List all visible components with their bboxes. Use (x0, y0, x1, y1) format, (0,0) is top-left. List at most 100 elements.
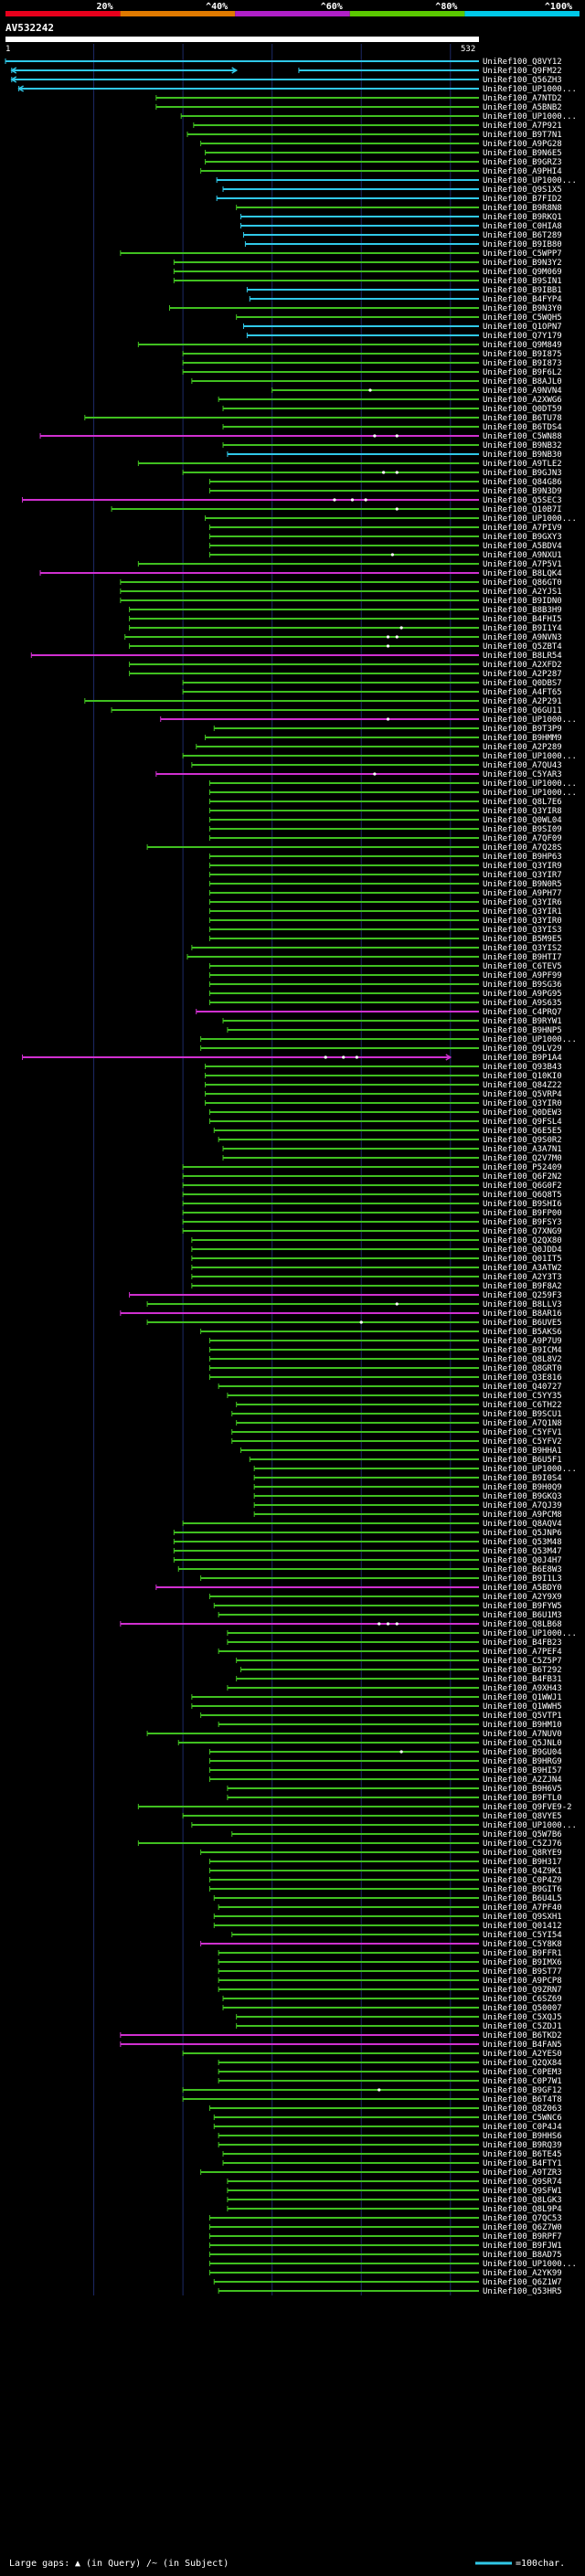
hit-row[interactable]: UniRef100_B9F6L2 (182, 368, 562, 377)
hit-label[interactable]: UniRef100_A2XWG6 (483, 396, 562, 405)
hit-label[interactable]: UniRef100_C6TEV5 (483, 962, 562, 971)
hit-label[interactable]: UniRef100_Q0DT59 (483, 405, 562, 414)
hit-row[interactable]: UniRef100_Q3YIR8 (208, 807, 562, 816)
hit-label[interactable]: UniRef100_Q3YIS3 (483, 926, 562, 935)
hit-row[interactable]: UniRef100_B9T7N1 (186, 131, 562, 140)
hit-row[interactable]: UniRef100_Q93B43 (205, 1063, 562, 1072)
hit-row[interactable]: UniRef100_B9H6V5 (227, 1785, 562, 1794)
hit-label[interactable]: UniRef100_B6U4L5 (483, 1894, 562, 1903)
hit-label[interactable]: UniRef100_B8LR54 (483, 652, 562, 661)
hit-label[interactable]: UniRef100_Q8LGK3 (483, 2196, 562, 2205)
hit-row[interactable]: UniRef100_Q8GRT0 (208, 1364, 562, 1373)
hit-row[interactable]: UniRef100_A9TZR3 (200, 2168, 562, 2178)
hit-row[interactable]: UniRef100_C4PRQ7 (196, 1008, 562, 1017)
hit-label[interactable]: UniRef100_A9S635 (483, 999, 562, 1008)
hit-label[interactable]: UniRef100_A4FT65 (483, 688, 562, 697)
hit-row[interactable]: UniRef100_B9H317 (208, 1858, 562, 1867)
hit-row[interactable]: UniRef100_C5YFV2 (231, 1437, 562, 1447)
hit-row[interactable]: UniRef100_A2Y9X9 (208, 1593, 562, 1602)
hit-label[interactable]: UniRef100_Q0DBS7 (483, 679, 562, 688)
hit-row[interactable]: UniRef100_B9HMM9 (205, 734, 562, 743)
hit-label[interactable]: UniRef100_A7P921 (483, 122, 562, 131)
hit-label[interactable]: UniRef100_A2Y3T3 (483, 1273, 562, 1282)
hit-label[interactable]: UniRef100_C5WNC6 (483, 2114, 562, 2123)
hit-label[interactable]: UniRef100_UP1000... (483, 1465, 577, 1474)
hit-label[interactable]: UniRef100_Q6Q8T5 (483, 1191, 562, 1200)
hit-label[interactable]: UniRef100_B9P1A4 (483, 1054, 562, 1063)
hit-label[interactable]: UniRef100_B6E8W3 (483, 1565, 562, 1574)
hit-label[interactable]: UniRef100_B9R8N8 (483, 204, 562, 213)
hit-row[interactable]: UniRef100_B9H0Q9 (253, 1483, 562, 1492)
hit-label[interactable]: UniRef100_B9ICM4 (483, 1346, 562, 1355)
hit-row[interactable]: UniRef100_B6TKD2 (120, 2031, 562, 2041)
hit-row[interactable]: UniRef100_Q9ZRN7 (218, 1986, 562, 1995)
hit-label[interactable]: UniRef100_UP1000... (483, 112, 577, 122)
hit-row[interactable]: UniRef100_C5Y8K8 (200, 1940, 562, 1949)
hit-row[interactable]: UniRef100_A9PF99 (208, 971, 562, 981)
hit-label[interactable]: UniRef100_Q8GRT0 (483, 1364, 562, 1373)
hit-row[interactable]: UniRef100_A5BNB2 (155, 103, 562, 112)
hit-label[interactable]: UniRef100_Q4Z9K1 (483, 1867, 562, 1876)
hit-row[interactable]: UniRef100_B9HM10 (218, 1721, 562, 1730)
hit-row[interactable]: UniRef100_B9IMX6 (218, 1958, 562, 1967)
hit-row[interactable]: UniRef100_B4FAN5 (120, 2041, 562, 2050)
hit-row[interactable]: UniRef100_A2P291 (84, 697, 562, 706)
hit-label[interactable]: UniRef100_B9GJN3 (483, 469, 562, 478)
hit-row[interactable]: UniRef100_C6SZ69 (222, 1995, 562, 2004)
hit-row[interactable]: UniRef100_C5WQH5 (236, 313, 562, 323)
hit-label[interactable]: UniRef100_A2P289 (483, 743, 562, 752)
hit-row[interactable]: UniRef100_Q7QC53 (208, 2214, 562, 2223)
hit-label[interactable]: UniRef100_B9T7N1 (483, 131, 562, 140)
hit-row[interactable]: UniRef100_Q7XNG9 (182, 1227, 562, 1236)
hit-row[interactable]: UniRef100_A7PEF4 (218, 1648, 562, 1657)
hit-label[interactable]: UniRef100_Q7Y179 (483, 332, 562, 341)
hit-row[interactable]: UniRef100_A2Y3T3 (191, 1273, 562, 1282)
hit-row[interactable]: UniRef100_B9NB32 (222, 441, 562, 451)
hit-row[interactable]: UniRef100_Q40727 (218, 1383, 562, 1392)
hit-row[interactable]: UniRef100_B9SG36 (208, 981, 562, 990)
hit-row[interactable]: UniRef100_B9SHI6 (182, 1200, 562, 1209)
hit-label[interactable]: UniRef100_B8AJL0 (483, 377, 562, 387)
hit-label[interactable]: UniRef100_B9SHI6 (483, 1200, 562, 1209)
hit-row[interactable]: UniRef100_Q2V7M0 (222, 1154, 562, 1163)
hit-label[interactable]: UniRef100_Q6Z1W7 (483, 2278, 562, 2287)
hit-label[interactable]: UniRef100_Q3YIR1 (483, 907, 562, 917)
hit-row[interactable]: UniRef100_B9I0S4 (253, 1474, 562, 1483)
hit-row[interactable]: UniRef100_Q6GU11 (111, 706, 562, 716)
hit-label[interactable]: UniRef100_B9GKQ3 (483, 1492, 562, 1501)
hit-label[interactable]: UniRef100_Q0JDD4 (483, 1246, 562, 1255)
hit-label[interactable]: UniRef100_Q56ZH3 (483, 76, 562, 85)
hit-row[interactable]: UniRef100_B9HHS6 (218, 2132, 562, 2141)
hit-row[interactable]: UniRef100_Q01IT5 (191, 1255, 562, 1264)
hit-row[interactable]: UniRef100_Q8LGK3 (227, 2196, 562, 2205)
hit-label[interactable]: UniRef100_B9HM10 (483, 1721, 562, 1730)
hit-row[interactable]: UniRef100_A5BDV4 (208, 542, 562, 551)
hit-label[interactable]: UniRef100_B9HNP5 (483, 1026, 562, 1035)
hit-label[interactable]: UniRef100_UP1000... (483, 1629, 577, 1638)
hit-label[interactable]: UniRef100_Q8LB68 (483, 1620, 562, 1629)
hit-row[interactable]: UniRef100_Q9M069 (173, 268, 562, 277)
hit-row[interactable]: UniRef100_B9N6E5 (205, 149, 562, 158)
hit-label[interactable]: UniRef100_Q3YIR8 (483, 807, 562, 816)
hit-row[interactable]: UniRef100_Q10B7I (111, 505, 562, 514)
hit-label[interactable]: UniRef100_A7NUV0 (483, 1730, 562, 1739)
hit-row[interactable]: UniRef100_B5M9E5 (208, 935, 562, 944)
hit-label[interactable]: UniRef100_A9PG28 (483, 140, 562, 149)
hit-row[interactable]: UniRef100_C5WNC6 (213, 2114, 562, 2123)
hit-label[interactable]: UniRef100_A7QJ39 (483, 1501, 562, 1511)
hit-row[interactable]: UniRef100_UP1000... (160, 716, 577, 725)
hit-label[interactable]: UniRef100_Q5JNL0 (483, 1739, 562, 1748)
hit-label[interactable]: UniRef100_B4FB23 (483, 1638, 562, 1648)
hit-row[interactable]: UniRef100_A2YES0 (182, 2050, 562, 2059)
hit-label[interactable]: UniRef100_B9H6V5 (483, 1785, 562, 1794)
hit-row[interactable]: UniRef100_Q3YIR1 (208, 907, 562, 917)
hit-row[interactable]: UniRef100_Q10KI0 (205, 1072, 562, 1081)
hit-row[interactable]: UniRef100_B9N3Y2 (173, 259, 562, 268)
hit-label[interactable]: UniRef100_A9TLE2 (483, 460, 562, 469)
hit-row[interactable]: UniRef100_UP1000... (180, 112, 577, 122)
hit-label[interactable]: UniRef100_A9NVN3 (483, 633, 562, 642)
hit-row[interactable]: UniRef100_P52409 (182, 1163, 562, 1172)
hit-label[interactable]: UniRef100_Q9FVE9-2 (483, 1803, 572, 1812)
hit-label[interactable]: UniRef100_B9SIN1 (483, 277, 562, 286)
hit-label[interactable]: UniRef100_C5YAR3 (483, 770, 562, 779)
